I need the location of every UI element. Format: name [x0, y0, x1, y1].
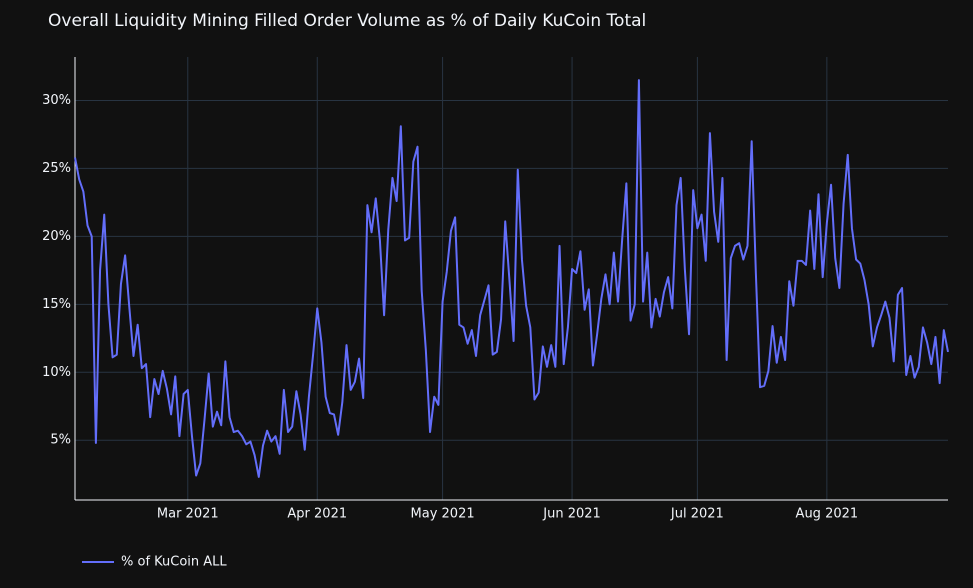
line-series [74, 79, 949, 478]
y-tick-label: 15% [42, 297, 71, 312]
y-tick-label: 20% [42, 229, 71, 244]
x-tick-label: Mar 2021 [157, 507, 219, 522]
x-tick-label: May 2021 [411, 507, 475, 522]
x-tick-label: Jun 2021 [542, 507, 601, 522]
y-tick-label: 5% [50, 433, 71, 448]
y-tick-label: 25% [42, 161, 71, 176]
y-tick-label: 10% [42, 365, 71, 380]
x-tick-label: Apr 2021 [287, 507, 347, 522]
chart-title: Overall Liquidity Mining Filled Order Vo… [48, 11, 646, 31]
x-tick-label: Aug 2021 [796, 507, 859, 522]
y-tick-label: 30% [42, 93, 71, 108]
x-tick-label: Jul 2021 [670, 507, 724, 522]
legend-label: % of KuCoin ALL [121, 555, 227, 570]
